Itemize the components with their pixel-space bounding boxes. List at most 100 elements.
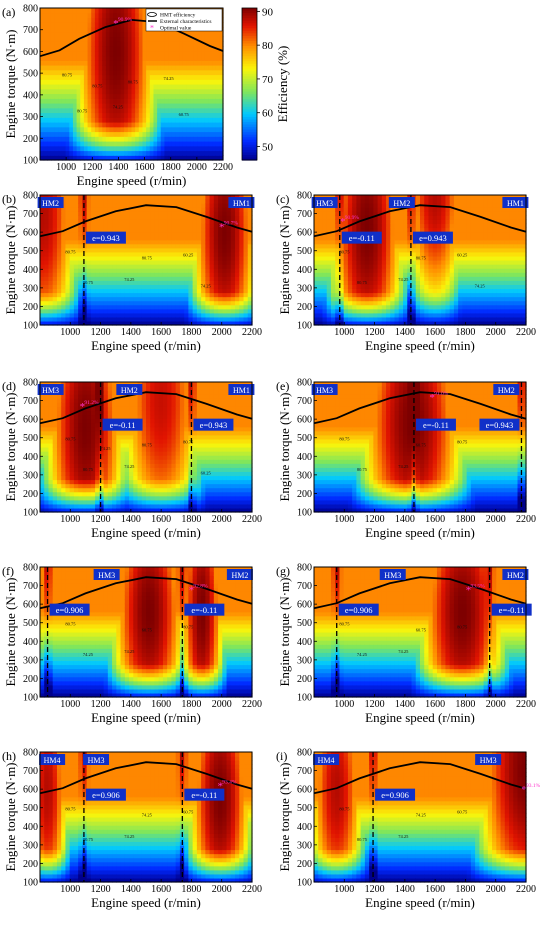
- heatmap-cell: [230, 312, 236, 318]
- heatmap-cell: [131, 22, 136, 28]
- heatmap-cell: [377, 223, 383, 229]
- heatmap-cell: [364, 276, 370, 281]
- heatmap-cell: [65, 107, 70, 114]
- heatmap-cell: [107, 255, 113, 261]
- heatmap-cell: [78, 207, 83, 212]
- heatmap-cell: [158, 247, 164, 253]
- heatmap-cell: [138, 46, 144, 52]
- heatmap-cell: [209, 284, 215, 290]
- heatmap-cell: [154, 227, 160, 233]
- heatmap-cell: [56, 304, 62, 310]
- heatmap-cell: [124, 284, 130, 290]
- heatmap-cell: [343, 243, 349, 249]
- heatmap-cell: [219, 60, 224, 66]
- heatmap-cell: [82, 300, 88, 306]
- heatmap-cell: [52, 260, 58, 265]
- heatmap-cell: [201, 150, 206, 156]
- heatmap-cell: [82, 231, 88, 237]
- heatmap-cell: [441, 227, 447, 233]
- heatmap-cell: [479, 235, 485, 241]
- heatmap-cell: [196, 320, 202, 326]
- heatmap-cell: [475, 239, 480, 245]
- heatmap-cell: [94, 79, 100, 85]
- heatmap-cell: [182, 69, 187, 76]
- heatmap-cell: [72, 126, 78, 133]
- heatmap-cell: [212, 31, 217, 38]
- heatmap-cell: [190, 88, 195, 95]
- heatmap-cell: [496, 231, 502, 237]
- heatmap-cell: [120, 31, 125, 38]
- heatmap-cell: [175, 251, 181, 257]
- heatmap-cell: [369, 320, 374, 326]
- heatmap-cell: [197, 31, 202, 38]
- heatmap-cell: [243, 284, 249, 290]
- heatmap-cell: [47, 84, 52, 90]
- heatmap-cell: [76, 155, 81, 161]
- heatmap-cell: [335, 276, 341, 281]
- heatmap-cell: [208, 145, 213, 152]
- heatmap-cell: [167, 223, 173, 229]
- heatmap-cell: [352, 316, 357, 322]
- heatmap-cell: [43, 112, 48, 118]
- heatmap-cell: [158, 272, 164, 277]
- heatmap-cell: [99, 276, 105, 281]
- heatmap-cell: [415, 251, 421, 257]
- heatmap-cell: [470, 320, 476, 326]
- heatmap-cell: [441, 280, 447, 285]
- heatmap-cell: [179, 131, 184, 137]
- heatmap-cell: [407, 296, 413, 302]
- heatmap-cell: [171, 316, 177, 322]
- heatmap-cell: [436, 199, 442, 204]
- heatmap-cell: [192, 272, 198, 277]
- heatmap-cell: [436, 219, 442, 225]
- heatmap-cell: [352, 207, 357, 212]
- heatmap-cell: [197, 122, 202, 128]
- heatmap-cell: [69, 27, 74, 33]
- heatmap-cell: [322, 239, 328, 245]
- heatmap-cell: [158, 308, 164, 314]
- heatmap-cell: [188, 195, 194, 200]
- heatmap-cell: [91, 27, 96, 33]
- heatmap-cell: [160, 69, 166, 76]
- heatmap-cell: [209, 272, 215, 277]
- heatmap-cell: [43, 136, 48, 142]
- heatmap-cell: [475, 199, 480, 204]
- heatmap-cell: [40, 107, 45, 114]
- heatmap-cell: [48, 284, 54, 290]
- heatmap-cell: [171, 211, 177, 216]
- heatmap-cell: [441, 255, 447, 261]
- optimal-value-label: 90.9%: [118, 17, 133, 23]
- heatmap-cell: [247, 280, 253, 285]
- heatmap-cell: [347, 304, 353, 310]
- heatmap-cell: [479, 231, 485, 237]
- heatmap-cell: [411, 268, 417, 273]
- heatmap-cell: [179, 260, 185, 265]
- heatmap-cell: [411, 276, 417, 281]
- heatmap-cell: [386, 235, 391, 241]
- heatmap-cell: [428, 316, 434, 322]
- heatmap-cell: [377, 255, 383, 261]
- heatmap-cell: [146, 300, 151, 306]
- heatmap-cell: [133, 264, 139, 269]
- heatmap-cell: [44, 316, 50, 322]
- heatmap-cell: [124, 46, 129, 52]
- heatmap-cell: [330, 207, 336, 212]
- heatmap-cell: [137, 320, 143, 326]
- heatmap-cell: [65, 46, 70, 52]
- heatmap-cell: [496, 288, 502, 294]
- heatmap-cell: [204, 136, 209, 142]
- heatmap-cell: [73, 296, 79, 302]
- heatmap-cell: [407, 312, 413, 318]
- heatmap-cell: [98, 122, 103, 128]
- heatmap-cell: [219, 88, 224, 95]
- heatmap-cell: [171, 50, 177, 57]
- heatmap-cell: [146, 235, 151, 241]
- heatmap-cell: [83, 155, 89, 161]
- heatmap-cell: [69, 207, 75, 212]
- heatmap-cell: [50, 155, 56, 161]
- heatmap-cell: [247, 235, 253, 241]
- heatmap-cell: [517, 207, 523, 212]
- heatmap-cell: [50, 112, 56, 118]
- heatmap-cell: [196, 203, 202, 208]
- heatmap-cell: [141, 308, 147, 314]
